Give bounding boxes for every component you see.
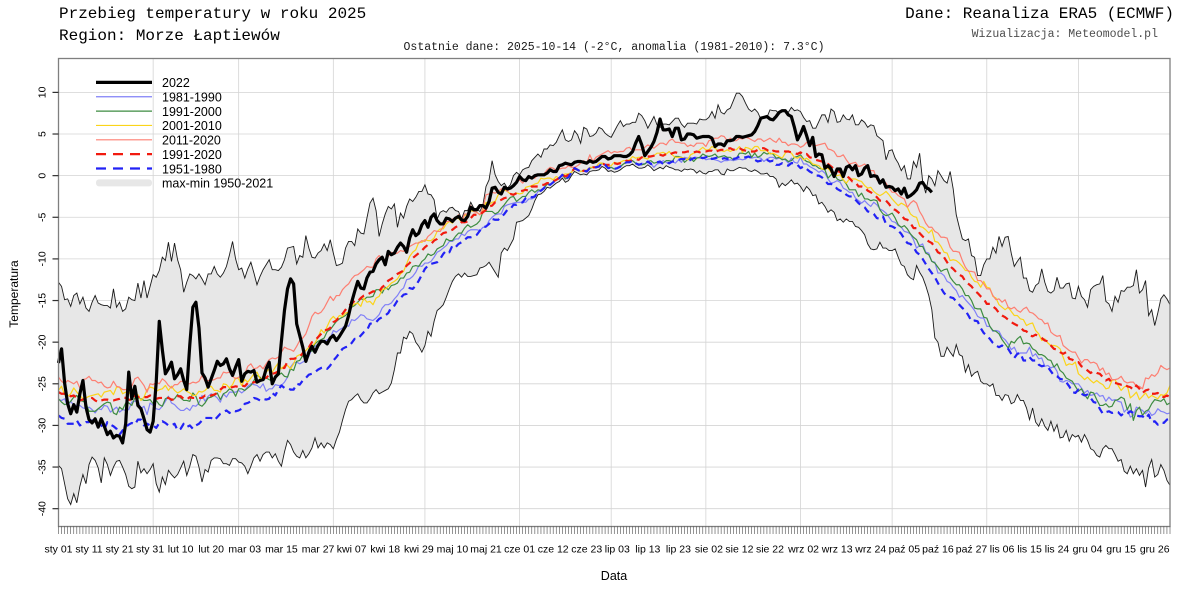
- x-tick-label: mar 27: [302, 544, 335, 556]
- legend-label: max-min 1950-2021: [162, 177, 273, 191]
- y-tick-label: -15: [37, 293, 49, 308]
- y-tick-label: -35: [37, 459, 49, 474]
- series-1991-2020: [57, 147, 1171, 404]
- last-data-status: Ostatnie dane: 2025-10-14 (-2°C, anomali…: [403, 41, 825, 54]
- y-tick-label: 5: [37, 131, 49, 137]
- x-tick-label: kwi 29: [404, 544, 434, 556]
- x-tick-label: sie 12: [725, 544, 753, 556]
- x-tick-label: lip 23: [666, 544, 691, 556]
- y-axis-title: Temperatura: [7, 260, 21, 328]
- x-tick-label: mar 03: [228, 544, 261, 556]
- x-tick-label: kwi 07: [337, 544, 367, 556]
- page-title: Przebieg temperatury w roku 2025: [59, 5, 367, 23]
- x-tick-label: sty 31: [136, 544, 164, 556]
- x-tick-label: sie 02: [695, 544, 723, 556]
- x-tick-label: kwi 18: [370, 544, 400, 556]
- x-tick-label: wrz 24: [854, 544, 886, 556]
- x-tick-label: maj 21: [470, 544, 502, 556]
- y-tick-label: 0: [37, 173, 49, 179]
- x-tick-label: gru 04: [1073, 544, 1103, 556]
- y-tick-label: -5: [37, 212, 49, 221]
- y-tick-label: -25: [37, 376, 49, 391]
- x-tick-label: wrz 13: [821, 544, 853, 556]
- x-tick-label: mar 15: [265, 544, 298, 556]
- y-tick-label: -20: [37, 334, 49, 349]
- legend-label: 2001-2010: [162, 119, 222, 133]
- data-source-label: Dane: Reanaliza ERA5 (ECMWF): [905, 5, 1174, 23]
- x-tick-label: cze 01: [504, 544, 535, 556]
- x-tick-label: cze 23: [571, 544, 602, 556]
- legend-label: 1991-2020: [162, 148, 222, 162]
- series-2022: [56, 109, 934, 445]
- legend-swatch-band: [96, 179, 152, 187]
- x-tick-label: sty 01: [44, 544, 72, 556]
- y-tick-label: -40: [37, 501, 49, 516]
- x-tick-label: paź 05: [889, 544, 921, 556]
- x-tick-label: sty 21: [106, 544, 134, 556]
- x-tick-label: wrz 02: [787, 544, 819, 556]
- x-tick-label: paź 27: [956, 544, 988, 556]
- legend-label: 1981-1990: [162, 91, 222, 105]
- x-tick-label: sty 11: [75, 544, 102, 556]
- x-tick-label: gru 15: [1106, 544, 1136, 556]
- x-tick-label: gru 26: [1140, 544, 1170, 556]
- y-tick-label: 10: [37, 86, 49, 98]
- x-tick-label: lip 03: [605, 544, 630, 556]
- credit-label: Wizualizacja: Meteomodel.pl: [971, 28, 1158, 41]
- x-tick-label: lut 20: [198, 544, 224, 556]
- x-tick-label: lut 10: [168, 544, 194, 556]
- x-tick-label: lip 13: [635, 544, 660, 556]
- x-tick-label: lis 15: [1017, 544, 1042, 556]
- y-tick-label: -10: [37, 251, 49, 266]
- legend-label: 1991-2000: [162, 105, 222, 119]
- x-tick-label: lis 06: [990, 544, 1015, 556]
- x-axis-title: Data: [600, 569, 628, 583]
- x-tick-label: maj 10: [437, 544, 469, 556]
- legend-label: 2022: [162, 76, 190, 90]
- page-subtitle-region: Region: Morze Łaptiewów: [59, 27, 280, 45]
- x-tick-label: cze 12: [538, 544, 569, 556]
- x-tick-label: lis 24: [1045, 544, 1070, 556]
- legend-label: 2011-2020: [162, 134, 221, 148]
- series-1951-1980: [57, 154, 1171, 436]
- x-tick-label: paź 16: [922, 544, 954, 556]
- legend-label: 1951-1980: [162, 162, 222, 176]
- x-tick-label: sie 22: [756, 544, 784, 556]
- series-1991-2000: [58, 150, 1171, 422]
- y-tick-label: -30: [37, 418, 49, 433]
